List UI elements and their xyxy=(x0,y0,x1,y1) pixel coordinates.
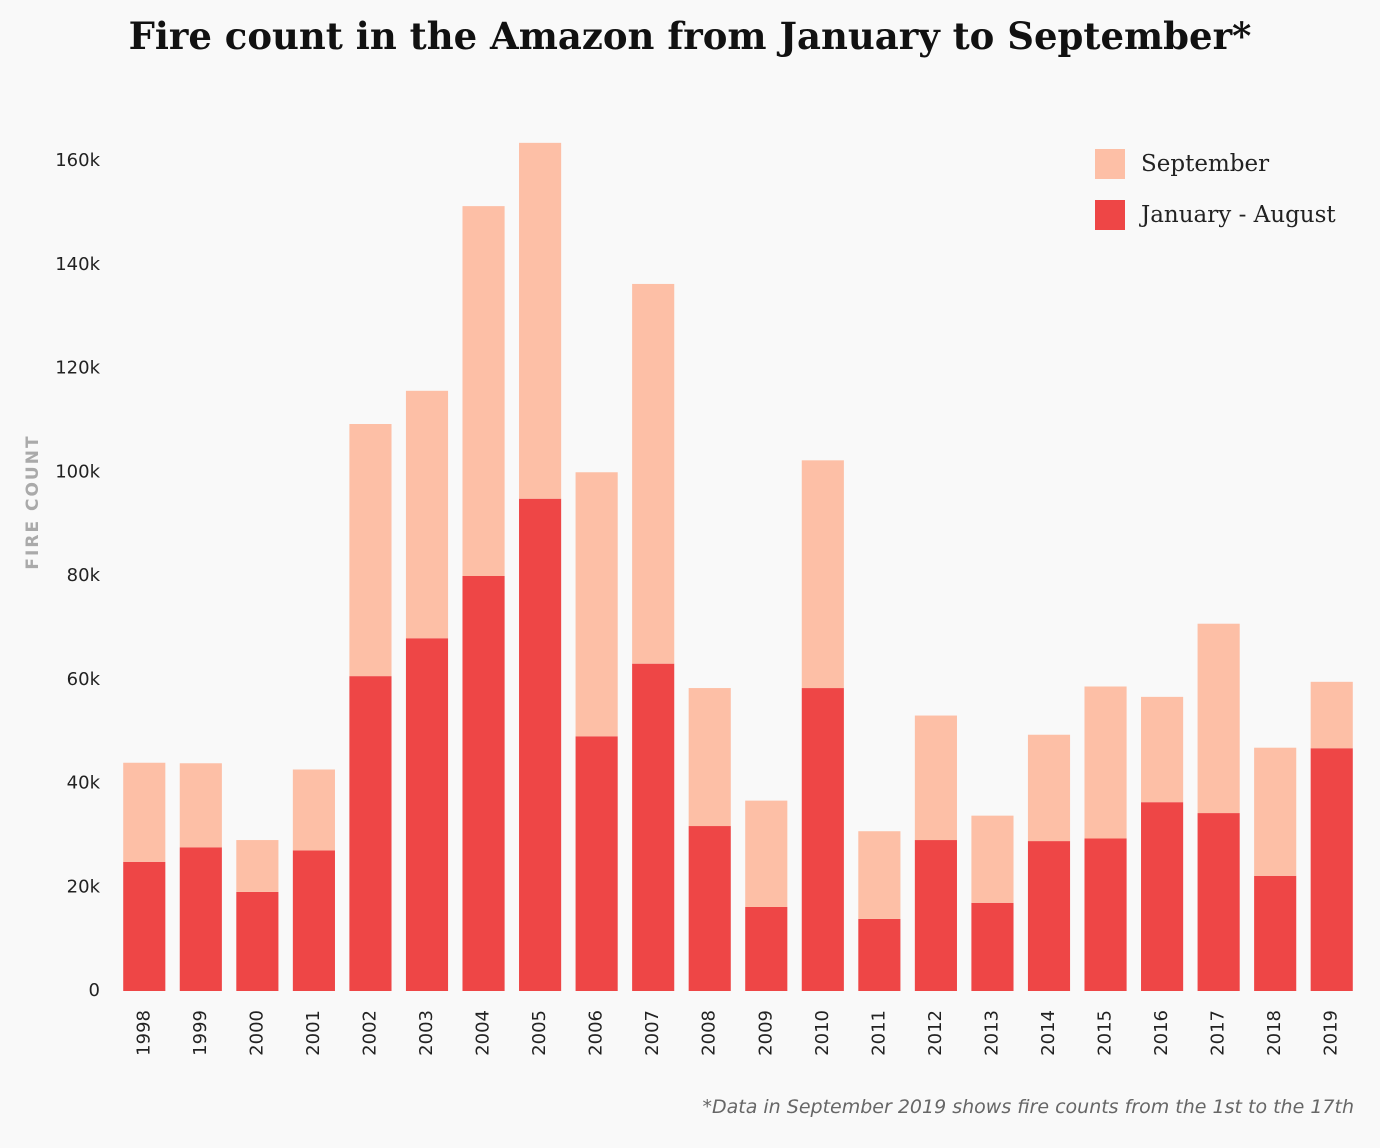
bar-september-2005 xyxy=(519,142,562,499)
bar-september-2019 xyxy=(1310,681,1353,749)
x-tick-label: 2013 xyxy=(981,1010,1002,1056)
x-tick-label: 2017 xyxy=(1208,1010,1229,1056)
bar-january-august-2007 xyxy=(632,663,675,991)
y-tick-label: 20k xyxy=(67,876,101,897)
bar-january-august-2017 xyxy=(1197,813,1240,991)
bar-september-1998 xyxy=(123,762,166,862)
bar-january-august-2004 xyxy=(462,576,505,991)
footnote: *Data in September 2019 shows fire count… xyxy=(702,1096,1355,1118)
x-tick-label: 2001 xyxy=(303,1010,324,1056)
y-tick-label: 40k xyxy=(67,773,101,794)
x-tick-label: 2009 xyxy=(755,1010,776,1056)
x-tick-label: 2002 xyxy=(359,1010,380,1056)
legend-swatch xyxy=(1095,200,1125,230)
y-tick-label: 60k xyxy=(67,669,101,690)
bar-september-2016 xyxy=(1141,696,1184,803)
x-tick-label: 2019 xyxy=(1321,1010,1342,1056)
bar-january-august-2015 xyxy=(1084,838,1127,991)
y-axis-ticks: 0 20k 40k 60k 80k 100k 120k 140k 160k xyxy=(55,150,100,1001)
bar-january-august-2011 xyxy=(858,918,901,991)
x-tick-label: 1998 xyxy=(133,1010,154,1056)
legend-label: September xyxy=(1141,151,1269,177)
bar-september-2011 xyxy=(858,831,901,919)
bar-september-2009 xyxy=(745,800,788,907)
bar-january-august-2000 xyxy=(236,891,279,991)
y-tick-label: 80k xyxy=(67,565,101,586)
bar-january-august-2012 xyxy=(914,840,957,991)
bar-january-august-2005 xyxy=(519,498,562,991)
y-axis-label: FIRE COUNT xyxy=(23,434,43,569)
legend-label: January - August xyxy=(1139,202,1336,228)
x-tick-label: 2015 xyxy=(1095,1010,1116,1056)
bar-september-2002 xyxy=(349,424,392,677)
x-tick-label: 1999 xyxy=(190,1010,211,1056)
x-tick-label: 2003 xyxy=(416,1010,437,1056)
bar-january-august-2013 xyxy=(971,902,1014,991)
y-tick-label: 160k xyxy=(55,150,100,171)
bar-january-august-2010 xyxy=(801,688,844,991)
bar-september-2004 xyxy=(462,206,505,576)
bar-january-august-1998 xyxy=(123,861,166,991)
bar-september-2017 xyxy=(1197,623,1240,814)
x-tick-label: 2008 xyxy=(699,1010,720,1056)
y-tick-label: 120k xyxy=(55,358,100,379)
x-tick-label: 2005 xyxy=(529,1010,550,1056)
chart-title: Fire count in the Amazon from January to… xyxy=(128,14,1252,58)
bar-september-2013 xyxy=(971,815,1014,903)
x-axis-ticks: 1998 1999 2000 2001 2002 2003 2004 2005 2006 2007… xyxy=(133,1010,1341,1056)
x-tick-label: 2006 xyxy=(586,1010,607,1056)
x-tick-label: 2018 xyxy=(1264,1010,1285,1056)
y-axis-label-group: FIRE COUNT xyxy=(23,434,43,569)
bar-january-august-2008 xyxy=(688,826,731,991)
x-tick-label: 2016 xyxy=(1151,1010,1172,1056)
bar-september-2001 xyxy=(292,769,335,851)
bar-september-2006 xyxy=(575,472,618,737)
x-tick-label: 2014 xyxy=(1038,1010,1059,1056)
legend-swatch xyxy=(1095,149,1125,179)
x-tick-label: 2011 xyxy=(868,1010,889,1056)
bar-september-2010 xyxy=(801,460,844,689)
bar-january-august-2003 xyxy=(405,638,449,991)
bar-january-august-2006 xyxy=(575,736,618,991)
bar-january-august-2019 xyxy=(1310,748,1353,991)
bars xyxy=(123,142,1353,991)
bar-september-2007 xyxy=(632,283,675,664)
legend: September January - August xyxy=(1095,149,1336,230)
y-tick-label: 140k xyxy=(55,254,100,275)
x-tick-label: 2012 xyxy=(925,1010,946,1056)
y-tick-label: 100k xyxy=(55,461,100,482)
bar-september-2000 xyxy=(236,840,279,892)
bar-september-2012 xyxy=(914,715,957,841)
x-tick-label: 2010 xyxy=(812,1010,833,1056)
y-tick-label: 0 xyxy=(89,980,100,1001)
bar-september-2018 xyxy=(1254,747,1297,876)
bar-january-august-2014 xyxy=(1027,841,1071,991)
bar-january-august-2009 xyxy=(745,906,788,991)
bar-september-2014 xyxy=(1027,734,1071,842)
bar-january-august-2002 xyxy=(349,676,392,991)
bar-january-august-2018 xyxy=(1254,875,1297,991)
bar-september-2008 xyxy=(688,688,731,827)
bar-january-august-1999 xyxy=(179,847,222,991)
bar-september-1999 xyxy=(179,763,222,848)
bar-january-august-2001 xyxy=(292,850,335,991)
x-tick-label: 2004 xyxy=(473,1010,494,1056)
bar-january-august-2016 xyxy=(1141,802,1184,991)
x-tick-label: 2007 xyxy=(642,1010,663,1056)
bar-september-2003 xyxy=(405,390,449,639)
x-tick-label: 2000 xyxy=(246,1010,267,1056)
bar-september-2015 xyxy=(1084,686,1127,839)
